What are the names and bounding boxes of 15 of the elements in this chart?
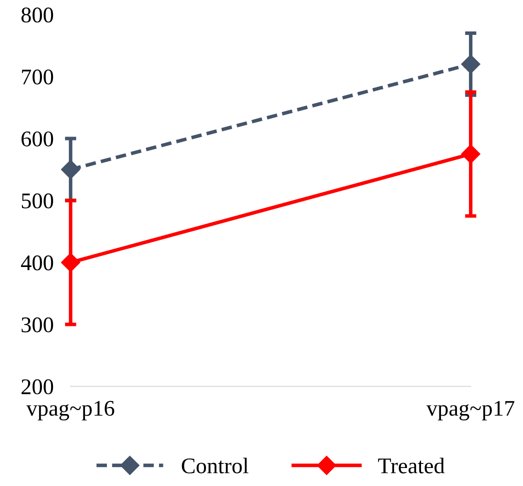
x-tick-label: vpag~p17 xyxy=(426,400,514,420)
y-tick-label: 300 xyxy=(22,317,54,332)
y-tick-label: 800 xyxy=(21,8,54,23)
x-tick-label: vpag~p16 xyxy=(26,400,114,420)
legend-label: Treated xyxy=(378,458,445,474)
point xyxy=(61,160,80,180)
point xyxy=(61,252,80,272)
y-tick-label: 700 xyxy=(22,69,54,84)
y-tick-label: 200 xyxy=(22,379,54,394)
y-tick-label: 500 xyxy=(22,193,54,208)
y-tick-label: 400 xyxy=(21,255,54,270)
point xyxy=(461,54,480,74)
point xyxy=(461,144,480,164)
y-tick-label: 600 xyxy=(22,131,54,146)
legend-label: Control xyxy=(182,458,248,474)
